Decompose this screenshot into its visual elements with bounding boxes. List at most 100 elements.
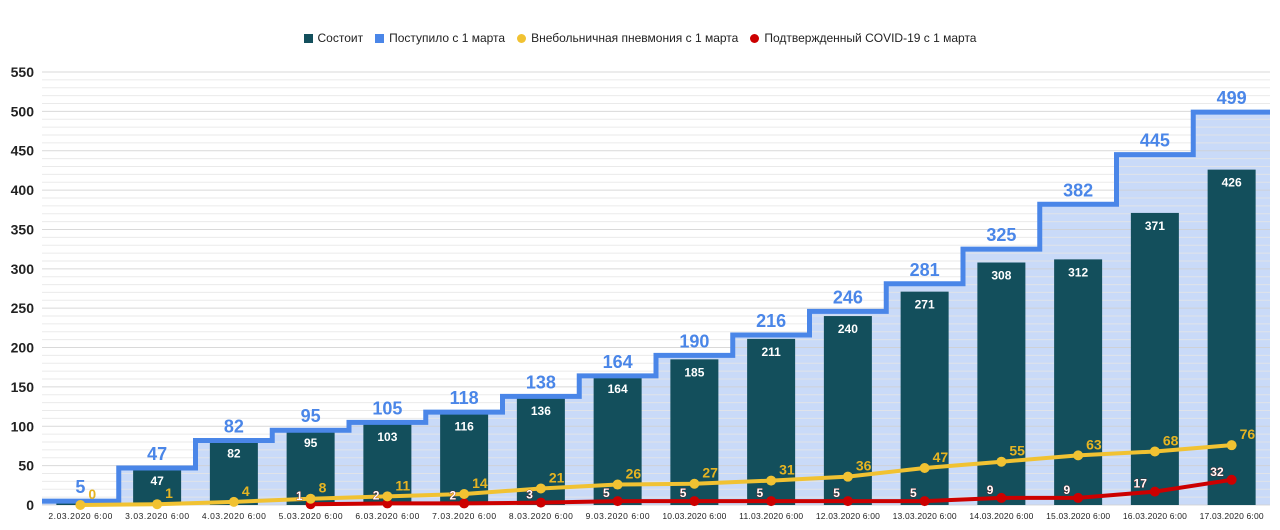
step-label: 118	[450, 388, 479, 408]
x-tick-label: 9.03.2020 6:00	[586, 511, 650, 521]
x-tick-label: 5.03.2020 6:00	[279, 511, 343, 521]
step-label: 216	[756, 311, 786, 331]
y-tick-label: 100	[11, 418, 35, 434]
x-tick-label: 14.03.2020 6:00	[969, 511, 1033, 521]
step-label: 138	[526, 372, 556, 392]
step-line-postupilo	[42, 109, 1270, 504]
pneumonia-point	[305, 493, 316, 504]
bar-sostoit	[133, 467, 182, 505]
legend-swatch	[750, 34, 760, 43]
y-tick-label: 0	[26, 497, 34, 513]
step-label: 281	[910, 260, 940, 280]
bar-label: 82	[227, 446, 241, 460]
x-tick-label: 13.03.2020 6:00	[893, 511, 957, 521]
step-label: 190	[679, 331, 709, 351]
pneumonia-point	[766, 475, 777, 486]
pneumonia-label: 26	[626, 466, 642, 482]
covid-label: 3	[526, 488, 533, 502]
step-label: 105	[372, 398, 402, 418]
covid-label: 32	[1210, 465, 1224, 479]
y-tick-label: 550	[11, 64, 35, 80]
pneumonia-label: 63	[1086, 436, 1102, 452]
x-tick-label: 8.03.2020 6:00	[509, 511, 573, 521]
x-tick-label: 6.03.2020 6:00	[355, 511, 419, 521]
x-tick-label: 3.03.2020 6:00	[125, 511, 189, 521]
covid-point	[689, 496, 700, 507]
bar-label: 312	[1068, 265, 1088, 279]
bar-sostoit	[1054, 259, 1103, 505]
bar-label: 95	[304, 436, 318, 450]
bar-label: 47	[150, 474, 164, 488]
bar-label: 426	[1222, 176, 1242, 190]
bar-sostoit	[209, 440, 258, 505]
bar-label: 271	[915, 298, 935, 312]
bar-label: 371	[1145, 219, 1165, 233]
pneumonia-point	[919, 462, 930, 473]
bar-label: 103	[377, 430, 397, 444]
legend-label: Состоит	[317, 31, 364, 45]
step-label: 325	[986, 225, 1016, 245]
legend-label: Подтвержденный COVID-19 с 1 марта	[764, 31, 977, 45]
pneumonia-point	[612, 479, 623, 490]
pneumonia-label: 55	[1009, 443, 1025, 459]
legend-swatch	[375, 34, 385, 43]
pneumonia-point	[689, 478, 700, 489]
x-tick-label: 11.03.2020 6:00	[739, 511, 803, 521]
step-label: 164	[603, 352, 633, 372]
covid-label: 5	[603, 486, 610, 500]
bar-sostoit	[1130, 212, 1179, 505]
legend: Состоит Поступило с 1 марта Внебольничная …	[0, 31, 1280, 45]
pneumonia-point	[228, 496, 239, 507]
y-tick-label: 400	[11, 182, 35, 198]
bar-sostoit	[286, 430, 335, 505]
step-label: 47	[147, 444, 167, 464]
bar-label: 164	[608, 382, 628, 396]
pneumonia-label: 31	[779, 462, 795, 478]
pneumonia-point	[1149, 446, 1160, 457]
bar-label: 308	[991, 269, 1011, 283]
y-tick-label: 250	[11, 300, 35, 316]
covid-label: 2	[373, 488, 380, 502]
pneumonia-point	[382, 491, 393, 502]
covid-point	[919, 496, 930, 507]
covid-label: 5	[756, 486, 763, 500]
pneumonia-label: 36	[856, 458, 872, 474]
bar-sostoit	[977, 262, 1026, 505]
step-label: 445	[1140, 131, 1170, 151]
pneumonia-point	[459, 488, 470, 499]
pneumonia-label: 8	[319, 480, 327, 496]
x-tick-label: 16.03.2020 6:00	[1123, 511, 1187, 521]
legend-item: Внебольничная пневмония с 1 марта	[517, 31, 738, 45]
pneumonia-point	[842, 471, 853, 482]
bar-label: 211	[761, 345, 781, 359]
bar-label: 116	[454, 420, 474, 434]
x-tick-label: 4.03.2020 6:00	[202, 511, 266, 521]
pneumonia-point	[1073, 450, 1084, 461]
pneumonia-label: 4	[242, 483, 250, 499]
step-label: 382	[1063, 180, 1093, 200]
covid-point	[766, 496, 777, 507]
legend-item: Состоит	[303, 31, 364, 45]
y-tick-label: 50	[18, 458, 34, 474]
pneumonia-label: 27	[702, 465, 718, 481]
pneumonia-point	[75, 500, 86, 510]
pneumonia-point	[1226, 440, 1237, 451]
pneumonia-label: 0	[88, 486, 96, 502]
covid-label: 1	[296, 489, 303, 503]
covid-label: 5	[833, 486, 840, 500]
y-tick-label: 450	[11, 143, 35, 159]
legend-swatch	[517, 34, 527, 43]
bar-label: 185	[684, 365, 704, 379]
legend-item: Подтвержденный COVID-19 с 1 марта	[750, 31, 976, 45]
bar-sostoit	[1207, 169, 1256, 505]
x-tick-label: 15.03.2020 6:00	[1046, 511, 1110, 521]
legend-item: Поступило с 1 марта	[375, 31, 505, 45]
step-label: 499	[1217, 88, 1247, 108]
covid-point	[612, 496, 623, 507]
x-tick-label: 2.03.2020 6:00	[48, 511, 112, 521]
step-label: 5	[75, 477, 85, 497]
pneumonia-label: 1	[165, 485, 173, 501]
pneumonia-point	[996, 456, 1007, 467]
covid-label: 5	[680, 486, 687, 500]
